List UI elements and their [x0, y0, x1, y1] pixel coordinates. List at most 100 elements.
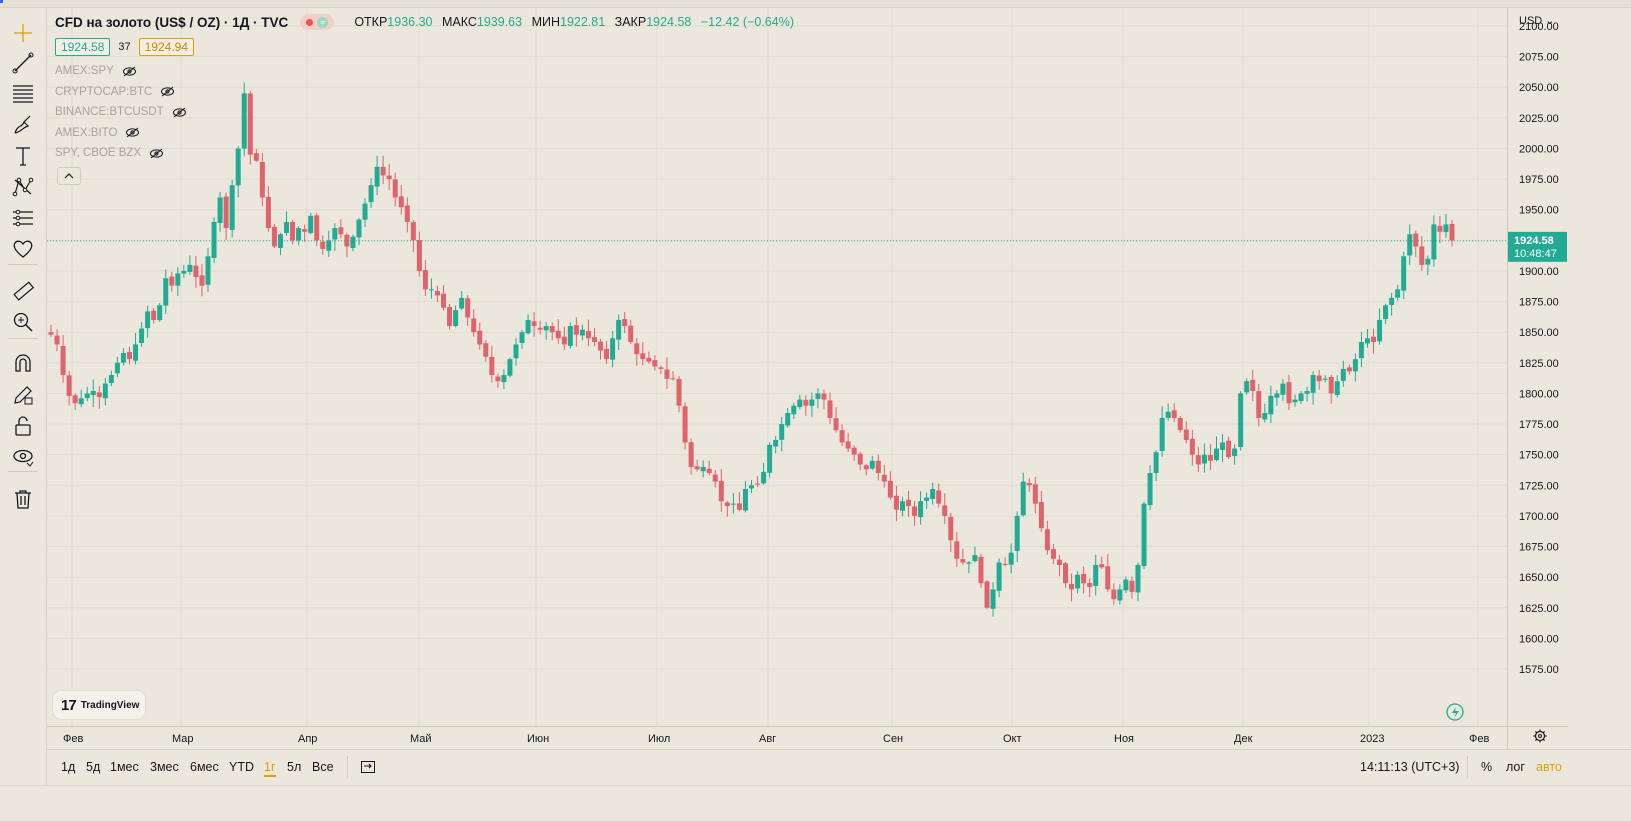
candle[interactable]: [827, 392, 833, 424]
candle[interactable]: [1364, 329, 1370, 348]
candle[interactable]: [622, 312, 628, 334]
candle[interactable]: [320, 235, 326, 255]
candle[interactable]: [573, 317, 579, 347]
candle[interactable]: [54, 329, 60, 352]
candle[interactable]: [767, 442, 773, 478]
candle[interactable]: [1370, 328, 1376, 354]
candle[interactable]: [652, 355, 658, 371]
candle[interactable]: [1063, 561, 1069, 588]
candle[interactable]: [839, 424, 845, 447]
candle[interactable]: [555, 319, 561, 344]
candle[interactable]: [1026, 478, 1032, 493]
chart-area[interactable]: 2100.00 2075.00 2050.00 2025.00 2000.00 1975.…: [47, 8, 1568, 778]
candle[interactable]: [972, 546, 978, 563]
candle[interactable]: [942, 493, 948, 524]
collapse-legend-button[interactable]: [57, 167, 81, 185]
hidden-eye-icon[interactable]: [160, 86, 175, 97]
candle[interactable]: [1232, 444, 1238, 465]
ask-box[interactable]: 1924.94: [138, 38, 195, 56]
indicator-3[interactable]: AMEX:BITO: [55, 127, 140, 139]
candle[interactable]: [567, 322, 573, 349]
candle[interactable]: [1250, 369, 1256, 402]
candle[interactable]: [845, 432, 851, 452]
candle[interactable]: [1129, 576, 1135, 599]
candle[interactable]: [48, 324, 54, 338]
candle[interactable]: [66, 371, 72, 406]
candle[interactable]: [1020, 472, 1026, 517]
candle[interactable]: [706, 460, 712, 476]
magnet-tool[interactable]: [8, 349, 38, 379]
ruler-tool[interactable]: [8, 276, 38, 306]
candle[interactable]: [151, 308, 157, 324]
candle[interactable]: [356, 217, 362, 246]
candle[interactable]: [1069, 573, 1075, 602]
candle[interactable]: [1056, 555, 1062, 577]
candle[interactable]: [1389, 292, 1395, 316]
candle[interactable]: [869, 456, 875, 471]
candle[interactable]: [145, 305, 151, 338]
candle[interactable]: [181, 264, 187, 278]
heart-tool[interactable]: [8, 234, 38, 264]
indicator-0[interactable]: AMEX:SPY: [55, 65, 137, 77]
candle[interactable]: [84, 386, 90, 402]
candle[interactable]: [1401, 251, 1407, 299]
candle[interactable]: [501, 369, 507, 389]
candle[interactable]: [785, 407, 791, 428]
candle[interactable]: [712, 469, 718, 488]
candle[interactable]: [1316, 369, 1322, 390]
candle[interactable]: [1407, 224, 1413, 265]
candle[interactable]: [1183, 421, 1189, 444]
candle[interactable]: [139, 322, 145, 347]
candle[interactable]: [350, 234, 356, 252]
candle[interactable]: [362, 198, 368, 227]
candle[interactable]: [912, 500, 918, 526]
gear-icon[interactable]: [1533, 729, 1547, 743]
candle[interactable]: [1195, 446, 1201, 473]
candle[interactable]: [1298, 390, 1304, 405]
candle[interactable]: [694, 459, 700, 472]
hidden-eye-icon[interactable]: [172, 107, 187, 118]
tradingview-watermark[interactable]: 17 TradingView: [53, 691, 145, 719]
fib-tool[interactable]: [8, 78, 38, 108]
candle[interactable]: [1443, 214, 1449, 238]
candle[interactable]: [1177, 416, 1183, 433]
range-YTD[interactable]: YTD: [229, 760, 254, 774]
candle[interactable]: [1310, 371, 1316, 405]
candle[interactable]: [948, 512, 954, 553]
candle[interactable]: [1093, 554, 1099, 596]
indicator-1[interactable]: CRYPTOCAP:BTC: [55, 86, 175, 98]
candle[interactable]: [127, 346, 133, 365]
text-tool[interactable]: [8, 141, 38, 171]
candle[interactable]: [428, 278, 434, 299]
candle[interactable]: [1032, 476, 1038, 514]
candle[interactable]: [604, 340, 610, 365]
candle[interactable]: [755, 475, 761, 487]
candle[interactable]: [277, 232, 283, 256]
candle[interactable]: [1038, 490, 1044, 532]
candle[interactable]: [791, 402, 797, 420]
candle[interactable]: [114, 356, 120, 378]
candle[interactable]: [1304, 386, 1310, 402]
candle[interactable]: [265, 186, 271, 232]
candle[interactable]: [253, 149, 259, 163]
candle[interactable]: [821, 389, 827, 410]
candle[interactable]: [1087, 578, 1093, 598]
price-chart[interactable]: 2100.00 2075.00 2050.00 2025.00 2000.00 1975.…: [47, 8, 1568, 749]
candle[interactable]: [918, 491, 924, 525]
candle[interactable]: [1014, 511, 1020, 562]
candle[interactable]: [682, 402, 688, 450]
candle[interactable]: [1099, 556, 1105, 570]
candle[interactable]: [519, 329, 525, 349]
candle[interactable]: [960, 548, 966, 565]
currency-selector[interactable]: USD ⌄: [1519, 15, 1555, 27]
candle[interactable]: [1449, 219, 1455, 247]
candle[interactable]: [1002, 557, 1008, 567]
candle[interactable]: [628, 320, 634, 345]
eye-tool[interactable]: [8, 442, 38, 472]
candle[interactable]: [1340, 360, 1346, 387]
candle[interactable]: [223, 192, 229, 240]
candle[interactable]: [133, 333, 139, 365]
range-1г[interactable]: 1г: [264, 760, 276, 777]
candle[interactable]: [447, 303, 453, 330]
lightning-icon[interactable]: [1446, 703, 1464, 721]
